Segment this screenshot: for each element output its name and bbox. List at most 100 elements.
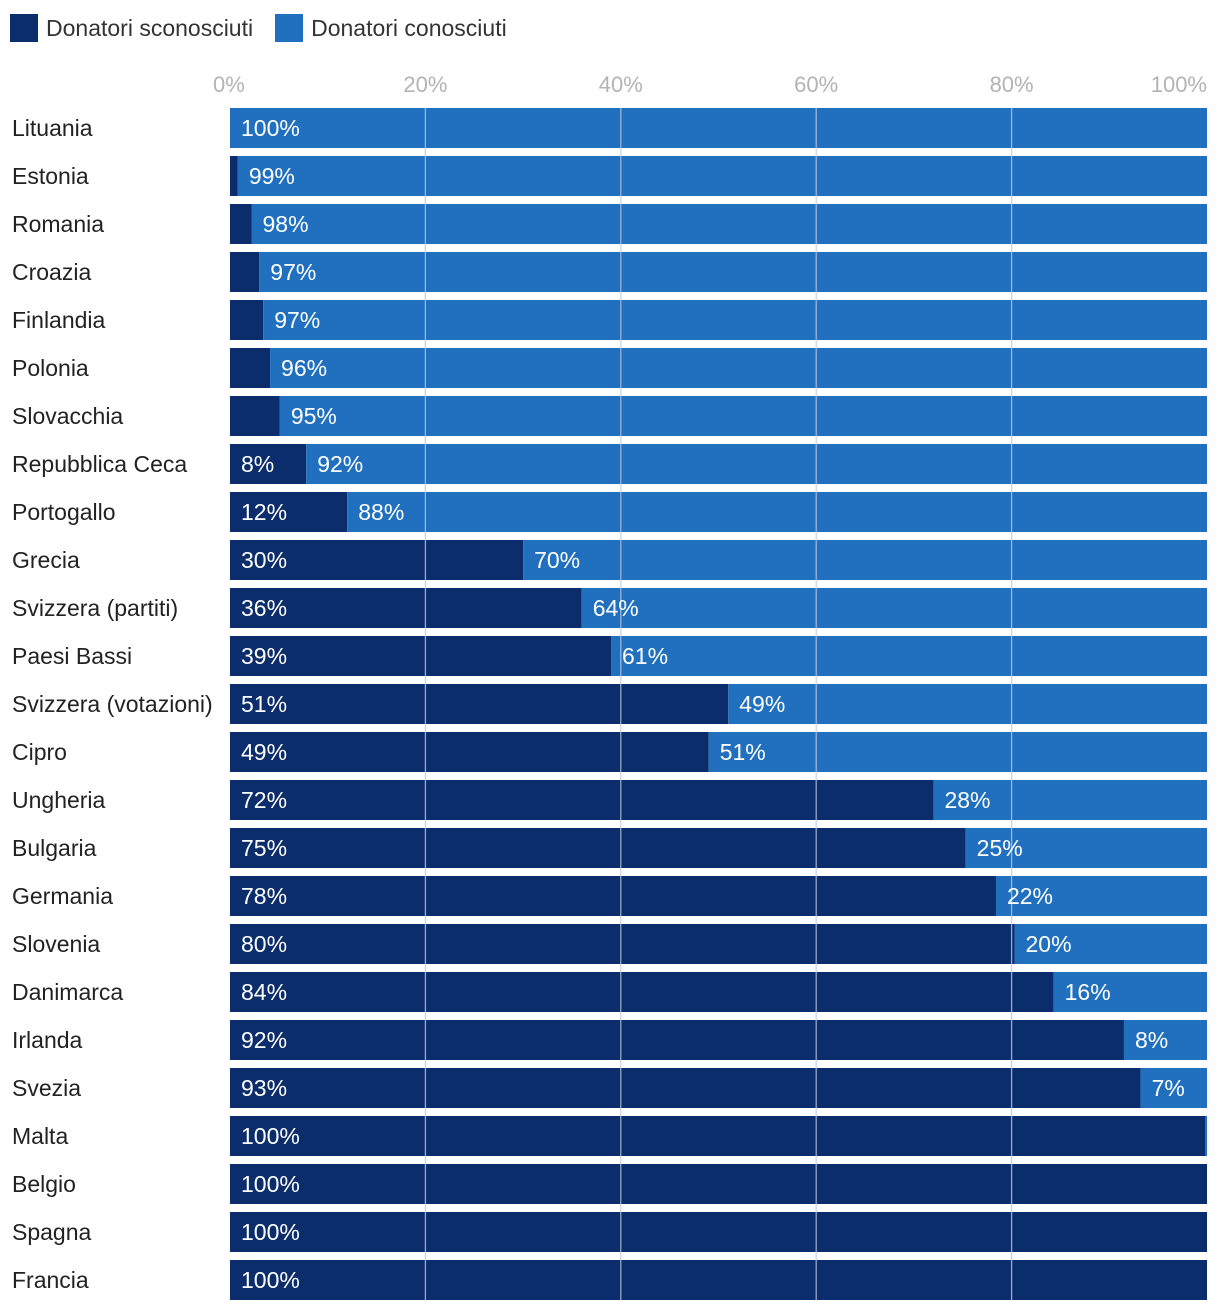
bar-unknown-slovacchia [230,396,280,436]
value-label-known-repubblica-ceca: 92% [317,451,363,477]
category-label-svezia: Svezia [12,1075,81,1101]
value-label-known-irlanda: 8% [1135,1027,1168,1053]
bar-known-paesi-bassi [611,636,1207,676]
x-tick-80: 80% [990,72,1034,97]
value-label-known-romania: 98% [262,211,308,237]
bar-unknown-francia [230,1260,1207,1300]
category-label-svizzera-partiti: Svizzera (partiti) [12,595,178,621]
bar-known-slovacchia [279,396,1207,436]
legend-item-known-donors[interactable]: Donatori conosciuti [275,14,507,42]
category-label-germania: Germania [12,883,113,909]
category-label-malta: Malta [12,1123,68,1149]
category-label-romania: Romania [12,211,104,237]
category-label-irlanda: Irlanda [12,1027,83,1053]
bar-unknown-danimarca [230,972,1054,1012]
value-label-unknown-paesi-bassi: 39% [241,643,287,669]
category-label-paesi-bassi: Paesi Bassi [12,643,132,669]
bar-unknown-ungheria [230,780,934,820]
value-label-known-slovacchia: 95% [291,403,337,429]
value-label-known-svizzera-partiti: 64% [593,595,639,621]
value-label-known-svizzera-votazioni: 49% [739,691,785,717]
bar-unknown-croazia [230,252,260,292]
value-label-known-paesi-bassi: 61% [622,643,668,669]
bar-unknown-polonia [230,348,271,388]
legend-swatch-known [275,14,304,42]
value-label-unknown-svezia: 93% [241,1075,287,1101]
bar-unknown-malta [230,1116,1206,1156]
bar-unknown-svizzera-votazioni [230,684,729,724]
x-tick-100: 100% [1151,72,1207,97]
value-label-known-ungheria: 28% [944,787,990,813]
category-label-danimarca: Danimarca [12,979,123,1005]
value-label-unknown-malta: 100% [241,1123,300,1149]
bar-unknown-portogallo [230,492,348,532]
bar-unknown-slovenia [230,924,1015,964]
category-label-repubblica-ceca: Repubblica Ceca [12,451,187,477]
category-label-ungheria: Ungheria [12,787,106,813]
value-label-known-finlandia: 97% [274,307,320,333]
bar-known-germania [995,876,1207,916]
x-tick-40: 40% [599,72,643,97]
value-label-known-svezia: 7% [1152,1075,1185,1101]
gridlines-layer [424,108,1013,1300]
bar-known-croazia [259,252,1207,292]
value-label-unknown-irlanda: 92% [241,1027,287,1053]
value-label-known-slovenia: 20% [1026,931,1072,957]
category-label-bulgaria: Bulgaria [12,835,97,861]
bar-known-grecia [523,540,1207,580]
category-label-finlandia: Finlandia [12,307,106,333]
bar-known-svizzera-votazioni [728,684,1207,724]
value-label-unknown-belgio: 100% [241,1171,300,1197]
category-label-svizzera-votazioni: Svizzera (votazioni) [12,691,213,717]
x-tick-0: 0% [213,72,245,97]
category-label-cipro: Cipro [12,739,67,765]
legend-label-known: Donatori conosciuti [311,14,507,41]
value-label-unknown-svizzera-votazioni: 51% [241,691,287,717]
legend-item-unknown-donors[interactable]: Donatori sconosciuti [10,14,253,42]
value-label-known-croazia: 97% [270,259,316,285]
bar-unknown-spagna [230,1212,1207,1252]
bar-unknown-romania [230,204,252,244]
bar-unknown-paesi-bassi [230,636,612,676]
value-label-unknown-danimarca: 84% [241,979,287,1005]
bar-unknown-germania [230,876,996,916]
bar-unknown-cipro [230,732,709,772]
bar-unknown-svezia [230,1068,1141,1108]
category-label-portogallo: Portogallo [12,499,116,525]
value-label-known-grecia: 70% [534,547,580,573]
value-label-unknown-spagna: 100% [241,1219,300,1245]
bar-known-repubblica-ceca [306,444,1207,484]
value-label-known-bulgaria: 25% [977,835,1023,861]
value-label-unknown-svizzera-partiti: 36% [241,595,287,621]
category-label-polonia: Polonia [12,355,89,381]
bar-known-bulgaria [965,828,1207,868]
value-label-unknown-francia: 100% [241,1267,300,1293]
category-label-estonia: Estonia [12,163,89,189]
category-label-slovenia: Slovenia [12,931,100,957]
value-label-known-estonia: 99% [249,163,295,189]
category-label-slovacchia: Slovacchia [12,403,123,429]
legend: Donatori sconosciuti Donatori conosciuti [10,12,529,44]
value-label-unknown-grecia: 30% [241,547,287,573]
value-label-known-polonia: 96% [281,355,327,381]
ticks-layer: 0% 20% 40% 60% 80% 100% [213,72,1207,97]
bar-known-slovenia [1014,924,1207,964]
value-label-known-lituania: 100% [241,115,300,141]
bar-unknown-finlandia [230,300,264,340]
value-label-unknown-portogallo: 12% [241,499,287,525]
category-label-belgio: Belgio [12,1171,76,1197]
bar-known-ungheria [933,780,1207,820]
x-tick-20: 20% [403,72,447,97]
legend-swatch-unknown [10,14,38,42]
bar-known-danimarca [1053,972,1207,1012]
x-tick-60: 60% [794,72,838,97]
bar-known-malta [1205,1116,1207,1156]
labels-layer: Lituania 100% Estonia 99% Romania 98% Croazia 9… [12,115,1185,1293]
bar-known-estonia [237,156,1208,196]
bar-known-svizzera-partiti [581,588,1207,628]
bar-unknown-repubblica-ceca [230,444,307,484]
value-label-unknown-ungheria: 72% [241,787,287,813]
bar-known-portogallo [347,492,1207,532]
bar-unknown-belgio [230,1164,1207,1204]
